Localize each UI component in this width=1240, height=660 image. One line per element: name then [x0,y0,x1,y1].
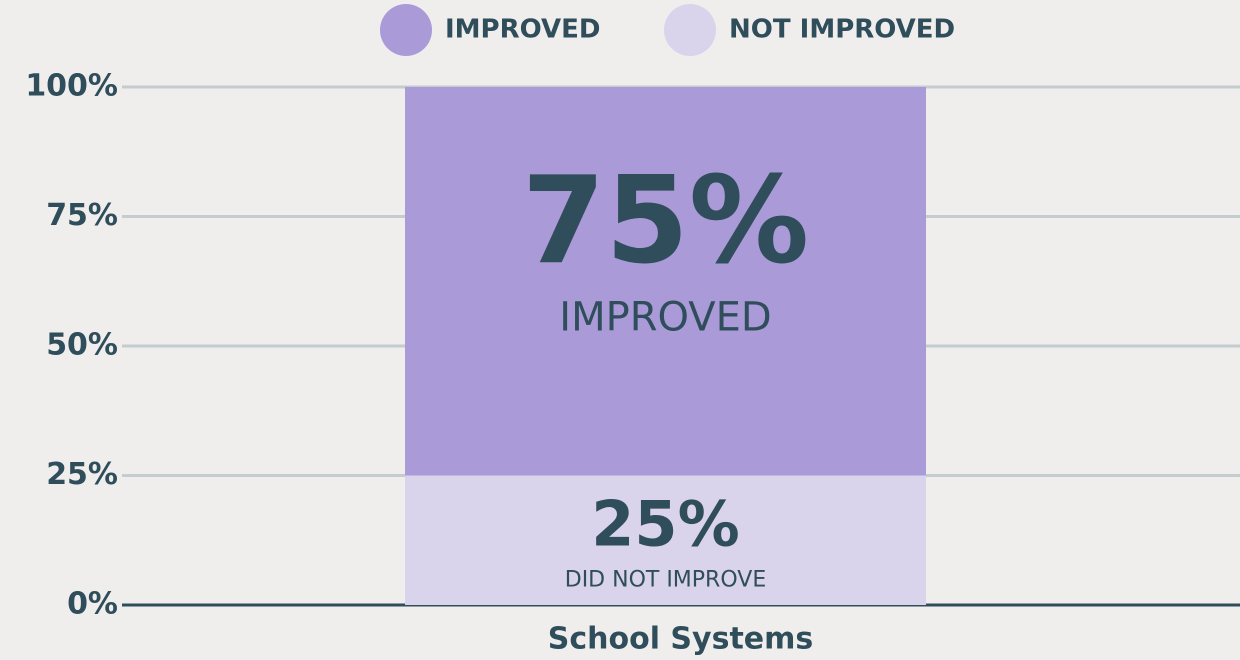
y-tick-label: 100% [25,69,118,104]
bar-segment [405,475,926,605]
data-sublabel: DID NOT IMPROVE [565,567,766,592]
x-tick-label: School Systems [548,622,814,657]
legend-swatch [380,4,432,56]
legend-swatch [664,4,716,56]
y-tick-label: 0% [67,587,118,622]
legend-label: IMPROVED [445,15,601,45]
legend-label: NOT IMPROVED [729,15,955,45]
data-sublabel: IMPROVED [559,294,771,340]
y-tick-label: 25% [46,457,118,492]
bar-segment [405,87,926,476]
data-label: 25% [591,487,739,560]
y-tick-label: 75% [46,198,118,233]
y-tick-label: 50% [46,328,118,363]
data-label: 75% [522,152,809,291]
